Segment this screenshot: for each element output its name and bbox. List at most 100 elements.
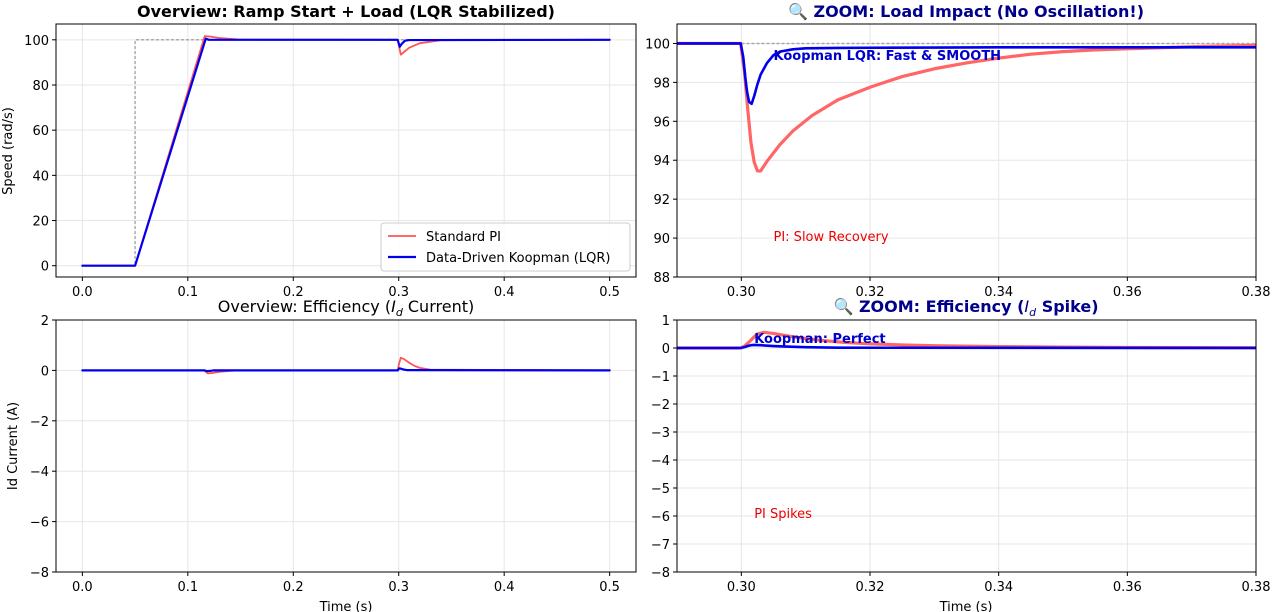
y-tick-label-5: −3: [651, 426, 670, 441]
y-tick-label-1: 20: [32, 215, 49, 230]
panel-current-overview-title-sym: I: [391, 297, 396, 316]
y-tick-label-5: 100: [24, 34, 49, 49]
x-tick-label-3: 0.36: [1113, 580, 1142, 595]
panel-speed-overview-ylabel: Speed (rad/s): [1, 107, 16, 195]
y-tick-label-7: −1: [651, 370, 670, 385]
panel-speed-zoom-frame: [676, 23, 1257, 278]
y-tick-label-2: 92: [653, 193, 670, 208]
series-line-2: [677, 42, 1256, 106]
panel-speed-overview-xticks: 0.0 0.1 0.2 0.3 0.4 0.5: [72, 277, 620, 300]
y-tick-label-0: 88: [653, 271, 670, 286]
panel-speed-zoom-title: 🔍 ZOOM: Load Impact (No Oscillation!): [788, 1, 1144, 21]
y-tick-label-1: −7: [651, 538, 670, 553]
panel-current-zoom-title-sub: d: [1029, 306, 1037, 319]
panel-current-overview-title-sub: d: [396, 306, 404, 319]
panel-current-overview-frame: [55, 319, 637, 573]
x-tick-label-3: 0.3: [388, 285, 409, 300]
y-tick-label-0: 0: [41, 260, 49, 275]
y-tick-label-2: −6: [651, 510, 670, 525]
y-tick-label-3: −5: [651, 482, 670, 497]
annotation-1: PI Spikes: [754, 507, 812, 522]
y-tick-label-4: 0: [41, 364, 49, 379]
panel-current-zoom-title-b: Spike): [1036, 297, 1098, 316]
panel-speed-overview-yticks: 0 20 40 60 80 100: [24, 34, 56, 275]
x-tick-label-1: 0.1: [177, 285, 198, 300]
series-line-1: [677, 343, 1256, 350]
annotation-1: PI: Slow Recovery: [774, 230, 889, 245]
x-tick-label-4: 0.4: [494, 580, 515, 595]
panel-current-zoom-series: [677, 330, 1256, 350]
series-line-2: [81, 37, 611, 267]
y-tick-label-2: −4: [30, 465, 49, 480]
panel-speed-zoom: 🔍 ZOOM: Load Impact (No Oscillation!) 0.…: [645, 1, 1270, 300]
x-tick-label-2: 0.34: [984, 580, 1013, 595]
series-line-1: [677, 41, 1256, 173]
panel-speed-zoom-yticks: 88 90 92 94 96 98 100: [645, 37, 677, 286]
x-tick-label-1: 0.32: [856, 580, 885, 595]
y-tick-label-3: 94: [653, 154, 670, 169]
y-tick-label-4: 80: [32, 79, 49, 94]
panel-current-zoom-xlabel: Time (s): [939, 600, 993, 612]
y-tick-label-2: 40: [32, 169, 49, 184]
x-tick-label-4: 0.38: [1242, 580, 1271, 595]
panel-current-overview-yticks: −8 −6 −4 −2 0 2: [30, 314, 56, 581]
x-tick-label-1: 0.32: [856, 285, 885, 300]
panel-current-overview-grid: [56, 319, 636, 573]
panel-current-zoom: 🔍 ZOOM: Efficiency (Id Spike) Time (s) 0…: [651, 296, 1271, 612]
panel-current-overview-xlabel: Time (s): [319, 600, 373, 612]
x-tick-label-2: 0.2: [283, 285, 304, 300]
y-tick-label-1: 90: [653, 232, 670, 247]
panel-speed-overview: Overview: Ramp Start + Load (LQR Stabili…: [1, 2, 637, 300]
x-tick-label-4: 0.38: [1242, 285, 1271, 300]
panel-current-zoom-title: 🔍 ZOOM: Efficiency (Id Spike): [833, 296, 1098, 319]
panel-speed-zoom-annotations: Koopman LQR: Fast & SMOOTH PI: Slow Recov…: [774, 49, 1002, 245]
panel-current-zoom-annotations: Koopman: Perfect PI Spikes: [754, 332, 885, 522]
y-tick-label-4: 96: [653, 115, 670, 130]
panel-current-zoom-title-a: 🔍 ZOOM: Efficiency (: [833, 296, 1024, 316]
y-tick-label-8: 0: [662, 342, 670, 357]
panel-current-overview-xticks: 0.0 0.1 0.2 0.3 0.4 0.5: [72, 572, 620, 595]
series-line-1: [81, 367, 611, 373]
panel-current-zoom-xticks: 0.30 0.32 0.34 0.36 0.38: [727, 572, 1271, 595]
panel-speed-overview-title: Overview: Ramp Start + Load (LQR Stabili…: [137, 2, 555, 21]
panel-current-zoom-title-sym: I: [1024, 297, 1029, 316]
y-tick-label-9: 1: [662, 314, 670, 329]
panel-current-overview-ylabel: Id Current (A): [6, 402, 21, 490]
y-tick-label-3: 60: [32, 124, 49, 139]
x-tick-label-5: 0.5: [599, 580, 620, 595]
panel-speed-overview-series: [81, 35, 611, 267]
x-tick-label-3: 0.3: [388, 580, 409, 595]
panel-current-zoom-yticks: −8 −7 −6 −5 −4 −3 −2 −1 0 1: [651, 314, 677, 581]
annotation-0: Koopman: Perfect: [754, 332, 885, 347]
panel-current-zoom-grid: [677, 319, 1257, 573]
y-tick-label-5: 2: [41, 314, 49, 329]
y-tick-label-1: −6: [30, 516, 49, 531]
legend: Standard PI Data-Driven Koopman (LQR): [380, 222, 631, 272]
legend-box: [380, 222, 631, 272]
y-tick-label-5: 98: [653, 76, 670, 91]
panel-current-overview-title-b: Current): [403, 297, 474, 316]
x-tick-label-0: 0.30: [727, 580, 756, 595]
x-tick-label-5: 0.5: [599, 285, 620, 300]
y-tick-label-6: 100: [645, 37, 670, 52]
panel-current-overview: Overview: Efficiency (Id Current) Id Cur…: [6, 297, 637, 612]
panel-speed-zoom-series: [677, 41, 1256, 173]
y-tick-label-4: −4: [651, 454, 670, 469]
x-tick-label-0: 0.30: [727, 285, 756, 300]
legend-label-koopman: Data-Driven Koopman (LQR): [426, 251, 610, 266]
panel-speed-zoom-xticks: 0.30 0.32 0.34 0.36 0.38: [727, 277, 1271, 300]
panel-current-zoom-frame: [676, 319, 1257, 573]
y-tick-label-0: −8: [30, 566, 49, 581]
y-tick-label-6: −2: [651, 398, 670, 413]
panel-current-overview-series: [81, 356, 611, 375]
panel-current-overview-title: Overview: Efficiency (Id Current): [218, 297, 474, 319]
y-tick-label-3: −2: [30, 415, 49, 430]
x-tick-label-0: 0.0: [72, 580, 93, 595]
annotation-0: Koopman LQR: Fast & SMOOTH: [774, 49, 1002, 64]
panel-current-overview-title-a: Overview: Efficiency (: [218, 297, 391, 316]
x-tick-label-1: 0.1: [177, 580, 198, 595]
x-tick-label-3: 0.36: [1113, 285, 1142, 300]
x-tick-label-4: 0.4: [494, 285, 515, 300]
x-tick-label-2: 0.34: [984, 285, 1013, 300]
